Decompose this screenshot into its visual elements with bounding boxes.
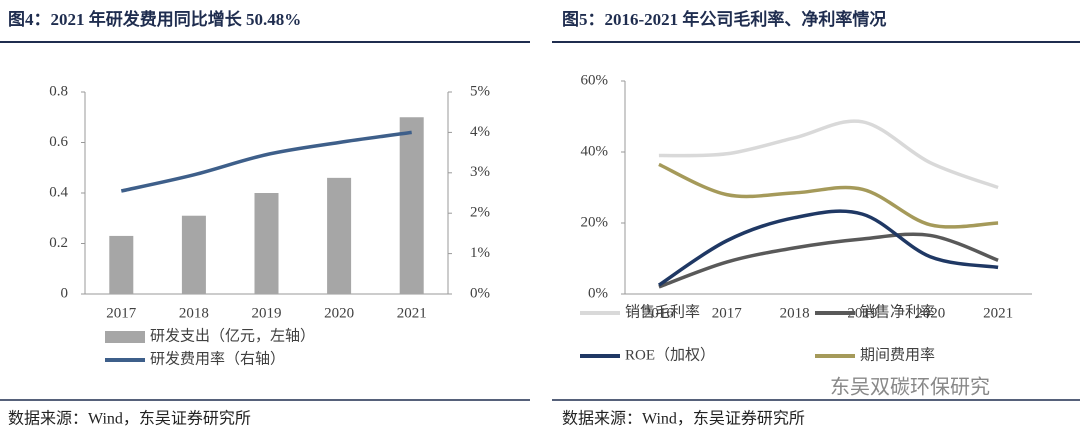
y-tick-label: 60% <box>581 72 609 88</box>
chart-title: 图4：2021 年研发费用同比增长 50.48% <box>8 9 301 29</box>
y-tick-label: 0.8 <box>49 83 68 99</box>
bar <box>181 215 206 294</box>
y-tick-label: 0% <box>588 285 608 301</box>
y-tick-label: 0 <box>61 285 69 301</box>
legend-swatch <box>105 331 145 343</box>
x-tick-label: 2018 <box>179 305 209 321</box>
x-tick-label: 2019 <box>252 305 282 321</box>
legend-label: ROE（加权） <box>625 346 715 363</box>
y2-tick-label: 3% <box>470 164 490 180</box>
x-tick-label: 2016 <box>644 305 675 321</box>
y2-tick-label: 0% <box>470 285 490 301</box>
bar <box>399 117 424 294</box>
line <box>658 232 999 289</box>
x-tick-label: 2017 <box>712 305 743 321</box>
legend-label: 期间费用率 <box>860 346 935 363</box>
x-tick-label: 2019 <box>847 305 877 321</box>
x-tick-label: 2021 <box>983 305 1013 321</box>
watermark: 东吴双碳环保研究 <box>830 375 990 399</box>
y2-tick-label: 5% <box>470 83 490 99</box>
legend-label: 研发支出（亿元，左轴） <box>150 327 315 344</box>
y-tick-label: 0.6 <box>49 134 68 150</box>
bar <box>327 177 352 294</box>
line <box>657 209 999 287</box>
chart-title: 图5：2016-2021 年公司毛利率、净利率情况 <box>562 9 886 29</box>
source: 数据来源：Wind，东吴证券研究所 <box>562 410 805 428</box>
line <box>658 162 999 229</box>
x-tick-label: 2020 <box>915 305 945 321</box>
y2-tick-label: 4% <box>470 124 490 140</box>
legend-label: 研发费用率（右轴） <box>150 350 285 367</box>
y2-tick-label: 2% <box>470 205 490 221</box>
bar <box>109 235 134 294</box>
y-tick-label: 20% <box>581 214 609 230</box>
legend-label: 销售毛利率 <box>625 303 700 320</box>
bar <box>254 193 279 294</box>
y-tick-label: 0.2 <box>49 235 68 251</box>
legend-label: 销售净利率 <box>860 303 935 320</box>
x-tick-label: 2021 <box>397 305 427 321</box>
line <box>120 130 412 193</box>
line <box>658 119 999 190</box>
x-tick-label: 2020 <box>324 305 354 321</box>
source: 数据来源：Wind，东吴证券研究所 <box>8 410 251 428</box>
y2-tick-label: 1% <box>470 245 490 261</box>
x-tick-label: 2017 <box>106 305 137 321</box>
x-tick-label: 2018 <box>780 305 810 321</box>
y-tick-label: 0.4 <box>49 184 68 200</box>
y-tick-label: 40% <box>581 143 609 159</box>
